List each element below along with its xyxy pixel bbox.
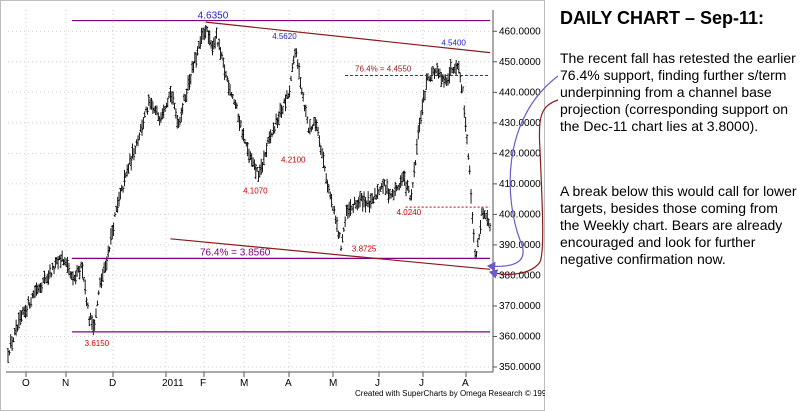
y-tick-label: 430.0000	[499, 118, 541, 129]
x-tick-label: A	[285, 378, 292, 389]
y-tick-label: 410.0000	[499, 179, 541, 190]
y-tick-label: 420.0000	[499, 148, 541, 159]
x-tick-label: J	[419, 378, 424, 389]
upper-channel-line	[205, 21, 491, 54]
commentary-paragraph-1: The recent fall has retested the earlier…	[560, 50, 796, 134]
trend-lines	[72, 19, 491, 333]
x-tick-label: A	[462, 378, 469, 389]
y-tick-label: 380.0000	[499, 270, 541, 281]
y-tick-label: 370.0000	[499, 301, 541, 312]
y-tick-label: 460.0000	[499, 26, 541, 37]
price-chart: 4.6350 4.5620 4.5400 3.6150 4.1070 4.2100 3.87…	[0, 0, 545, 411]
y-tick-label: 360.0000	[499, 331, 541, 342]
x-tick-label: M	[240, 378, 248, 389]
label-peak-high: 4.6350	[198, 11, 229, 22]
label-fib-low: 76.4% = 3.8560	[200, 247, 271, 258]
chart-credit: Created with SuperCharts by Omega Resear…	[355, 389, 545, 398]
label-low-apr: 4.2100	[281, 155, 306, 164]
x-axis-ticks: O N D 2011 F M A M J J A	[22, 372, 469, 389]
label-low-dec: 3.6150	[85, 339, 110, 348]
label-fib-high: 76.4% = 4.4550	[355, 65, 412, 74]
grid	[8, 10, 493, 372]
label-peak-mid: 4.5620	[272, 32, 297, 41]
y-tick-label: 450.0000	[499, 57, 541, 68]
label-low-mar: 4.1070	[243, 187, 268, 196]
y-tick-label: 350.0000	[499, 362, 541, 373]
commentary-paragraph-2: A break below this would call for lower …	[560, 183, 797, 267]
label-low-may: 3.8725	[352, 244, 377, 253]
x-tick-label: O	[22, 378, 30, 389]
y-tick-label: 400.0000	[499, 209, 541, 220]
y-tick-label: 440.0000	[499, 87, 541, 98]
panel-title: DAILY CHART – Sep-11:	[560, 8, 765, 28]
chart-labels: 4.6350 4.5620 4.5400 3.6150 4.1070 4.2100 3.87…	[85, 11, 467, 348]
label-low-jul: 4.0240	[397, 208, 422, 217]
lower-channel-line	[170, 238, 491, 270]
x-tick-label: J	[375, 378, 380, 389]
x-tick-label: F	[200, 378, 206, 389]
ohlc-bars	[6, 25, 492, 363]
label-peak-late: 4.5400	[441, 39, 466, 48]
y-tick-label: 390.0000	[499, 240, 541, 251]
x-tick-label: 2011	[162, 378, 184, 389]
x-tick-label: N	[62, 378, 69, 389]
x-tick-label: M	[329, 378, 337, 389]
x-tick-label: D	[109, 378, 116, 389]
